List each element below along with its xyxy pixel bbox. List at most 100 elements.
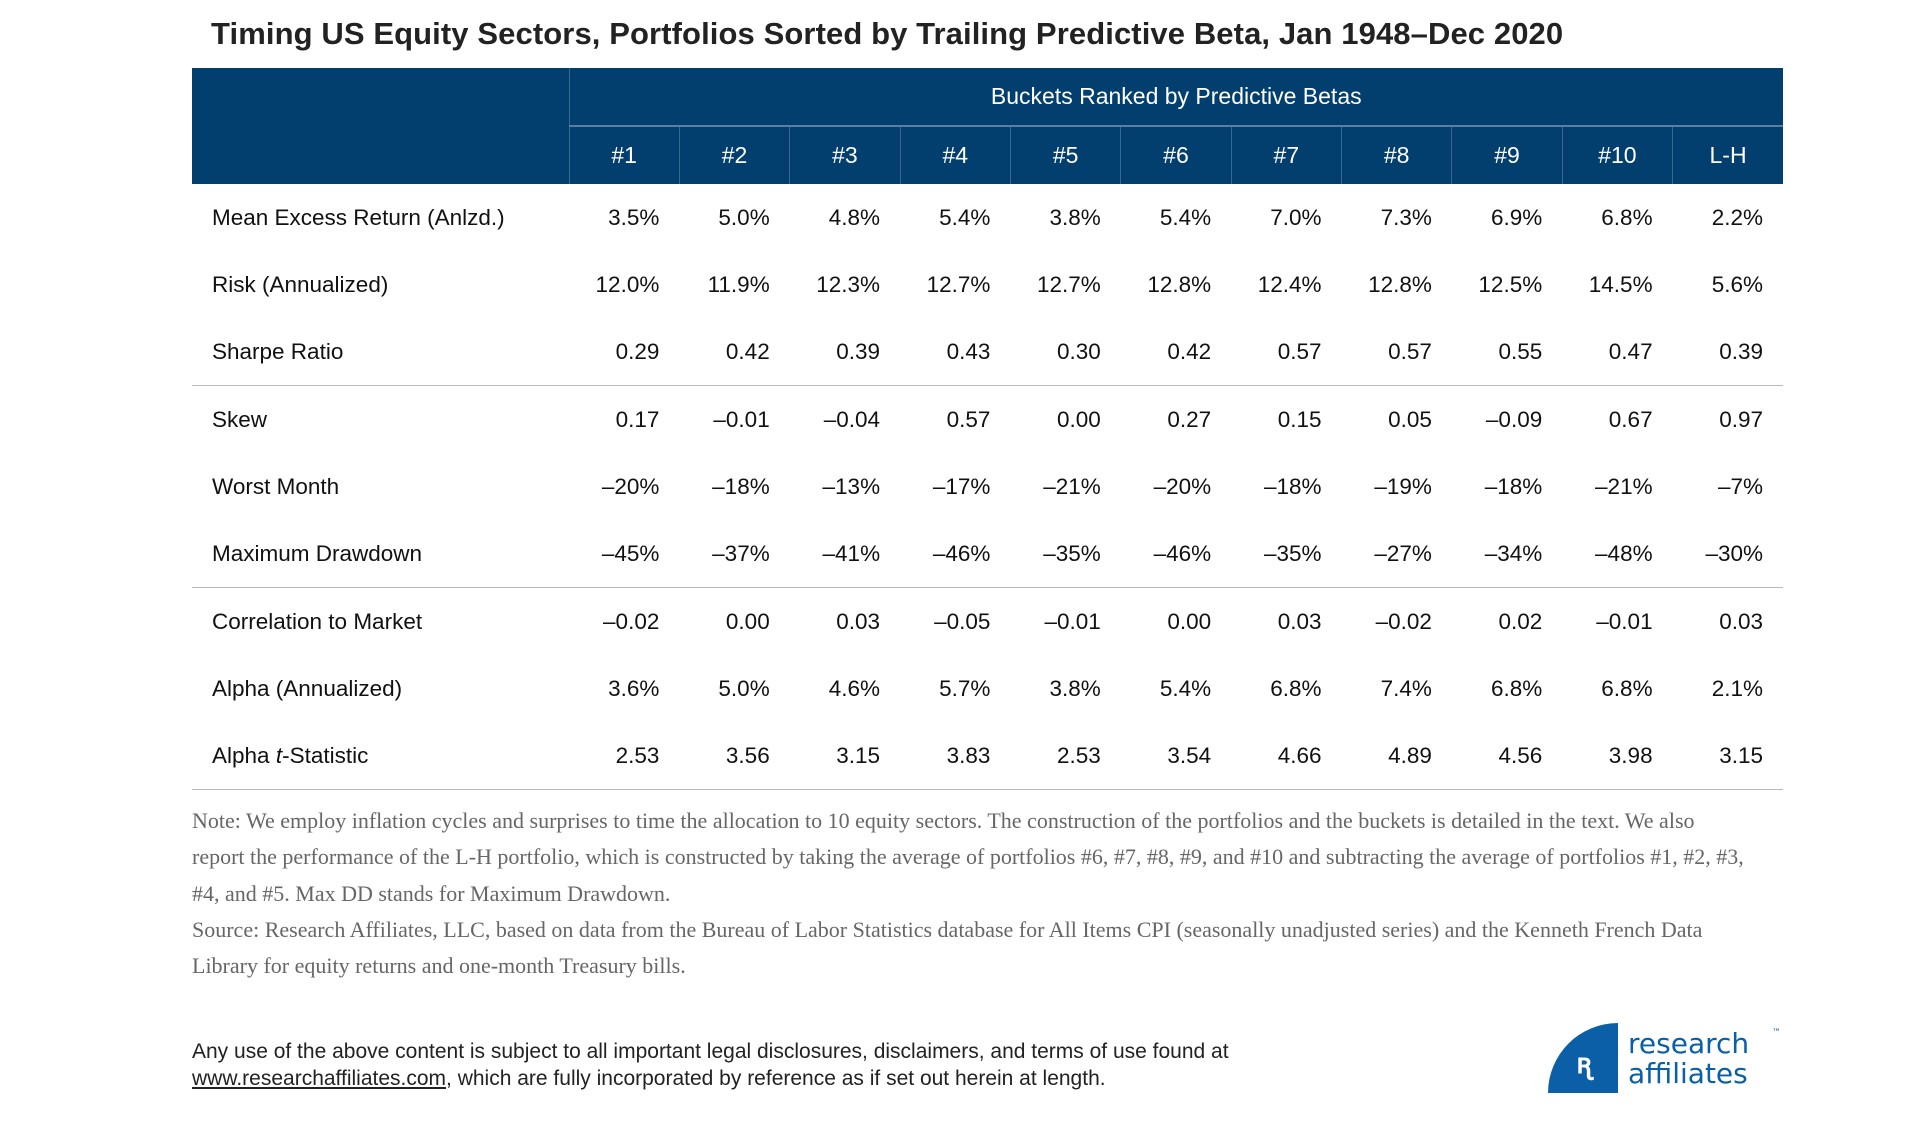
cell-value: 0.67 bbox=[1608, 406, 1653, 432]
cell-value: –18% bbox=[712, 473, 770, 499]
cell-value: –0.04 bbox=[823, 406, 881, 432]
cell-value: 0.55 bbox=[1451, 318, 1563, 386]
table-row: Correlation to Market –0.02 0.00 0.03 –0.05 –… bbox=[192, 588, 1783, 656]
cell-value: 5.0% bbox=[718, 675, 770, 701]
header-blank bbox=[192, 126, 569, 184]
cell-value: 2.1% bbox=[1711, 675, 1763, 701]
cell-value: –20% bbox=[601, 473, 660, 499]
column-header: #5 bbox=[1009, 126, 1121, 184]
table-note: Note: We employ inflation cycles and sur… bbox=[192, 803, 1752, 984]
column-header: #7 bbox=[1230, 126, 1342, 184]
footer-line1: Any use of the above content is subject … bbox=[192, 1040, 1229, 1063]
table-row: Alpha t-Statistic 2.53 3.56 3.15 3.83 2.53 3.5… bbox=[192, 722, 1783, 790]
column-header: #8 bbox=[1341, 126, 1452, 184]
research-affiliates-logo: ꭆ research affiliates ™ bbox=[1548, 1021, 1788, 1093]
logo-tm: ™ bbox=[1772, 1028, 1781, 1038]
column-header: #3 bbox=[789, 126, 901, 184]
column-header: #9 bbox=[1451, 126, 1563, 184]
cell-value: 0.42 bbox=[679, 318, 790, 386]
cell-value: –41% bbox=[789, 520, 901, 588]
row-label: Risk (Annualized) bbox=[212, 271, 389, 297]
table-row: Maximum Drawdown –45% –37% –41% –46% –35% –46%… bbox=[192, 520, 1783, 588]
cell-value: 6.8% bbox=[1601, 204, 1653, 230]
table-row: Alpha (Annualized) 3.6% 5.0% 4.6% 5.7% 3.8% 5.… bbox=[192, 655, 1783, 722]
cell-value: 2.53 bbox=[1010, 722, 1121, 790]
legal-footer: Any use of the above content is subject … bbox=[192, 1038, 1229, 1092]
cell-value: 0.29 bbox=[569, 318, 680, 386]
cell-value: 3.8% bbox=[1049, 204, 1101, 230]
cell-value: 0.00 bbox=[1057, 406, 1101, 432]
cell-value: 6.9% bbox=[1490, 204, 1543, 230]
cell-value: 12.0% bbox=[595, 271, 660, 297]
note-text: Note: We employ inflation cycles and sur… bbox=[192, 808, 1744, 906]
cell-value: 4.66 bbox=[1231, 722, 1342, 790]
cell-value: 0.43 bbox=[900, 318, 1011, 386]
cell-value: –46% bbox=[1120, 520, 1232, 588]
cell-value: –35% bbox=[1231, 520, 1342, 588]
table-row: Sharpe Ratio 0.29 0.42 0.39 0.43 0.30 0.42 0.57… bbox=[192, 318, 1783, 386]
cell-value: –0.02 bbox=[1375, 608, 1432, 634]
cell-value: 4.56 bbox=[1451, 722, 1563, 790]
cell-value: 6.8% bbox=[1270, 675, 1322, 701]
cell-value: –48% bbox=[1562, 520, 1673, 588]
cell-value: 0.30 bbox=[1010, 318, 1121, 386]
group-header: Buckets Ranked by Predictive Betas bbox=[568, 68, 1783, 127]
row-label-part: t bbox=[275, 742, 283, 768]
logo-text-affiliates: affiliates bbox=[1628, 1057, 1748, 1090]
cell-value: 7.3% bbox=[1380, 204, 1432, 230]
cell-value: –20% bbox=[1153, 473, 1212, 499]
cell-value: 3.8% bbox=[1049, 675, 1101, 701]
cell-value: –19% bbox=[1374, 473, 1432, 499]
cell-value: –18% bbox=[1484, 473, 1543, 499]
header-blank bbox=[192, 68, 569, 126]
row-label: Alpha t-Statistic bbox=[192, 722, 569, 790]
row-label-part: Alpha bbox=[212, 742, 276, 768]
cell-value: 12.3% bbox=[816, 271, 881, 297]
cell-value: 3.83 bbox=[900, 722, 1011, 790]
row-label: Mean Excess Return (Anlzd.) bbox=[212, 204, 505, 230]
cell-value: –13% bbox=[822, 473, 881, 499]
cell-value: –46% bbox=[900, 520, 1011, 588]
cell-value: 12.7% bbox=[926, 271, 991, 297]
cell-value: –0.01 bbox=[1044, 608, 1101, 634]
cell-value: –7% bbox=[1717, 473, 1763, 499]
cell-value: –17% bbox=[932, 473, 991, 499]
column-header: #1 bbox=[568, 126, 680, 184]
column-header: #2 bbox=[678, 126, 790, 184]
cell-value: 0.03 bbox=[1277, 608, 1322, 634]
cell-value: 2.53 bbox=[569, 722, 680, 790]
cell-value: –37% bbox=[679, 520, 790, 588]
cell-value: 0.47 bbox=[1562, 318, 1673, 386]
cell-value: 3.98 bbox=[1562, 722, 1673, 790]
cell-value: –0.05 bbox=[934, 608, 991, 634]
cell-value: 7.0% bbox=[1270, 204, 1322, 230]
cell-value: 0.00 bbox=[725, 608, 770, 634]
row-label: Correlation to Market bbox=[212, 608, 423, 634]
cell-value: 0.42 bbox=[1120, 318, 1232, 386]
cell-value: 6.8% bbox=[1490, 675, 1543, 701]
cell-value: 0.03 bbox=[836, 608, 881, 634]
row-label: Sharpe Ratio bbox=[192, 318, 569, 386]
footer-line2: , which are fully incorporated by refere… bbox=[446, 1067, 1106, 1090]
cell-value: –0.02 bbox=[603, 608, 660, 634]
cell-value: 0.97 bbox=[1719, 406, 1763, 432]
website-link[interactable]: www.researchaffiliates.com bbox=[192, 1067, 447, 1090]
row-label: Skew bbox=[212, 406, 268, 432]
cell-value: 0.39 bbox=[1672, 318, 1783, 386]
logo-text-research: research bbox=[1628, 1027, 1749, 1060]
logo-mark-icon: ꭆ bbox=[1576, 1048, 1594, 1081]
cell-value: 5.4% bbox=[1159, 675, 1212, 701]
cell-value: 3.56 bbox=[679, 722, 790, 790]
cell-value: 12.4% bbox=[1257, 271, 1322, 297]
cell-value: 0.00 bbox=[1167, 608, 1212, 634]
source-text: Source: Research Affiliates, LLC, based … bbox=[192, 916, 1703, 979]
cell-value: 14.5% bbox=[1588, 271, 1653, 297]
cell-value: –18% bbox=[1263, 473, 1322, 499]
column-header: #4 bbox=[899, 126, 1011, 184]
cell-value: 0.57 bbox=[1341, 318, 1452, 386]
cell-value: –34% bbox=[1451, 520, 1563, 588]
row-label: Worst Month bbox=[212, 473, 340, 499]
cell-value: 12.8% bbox=[1368, 271, 1432, 297]
cell-value: 3.54 bbox=[1120, 722, 1232, 790]
cell-value: 5.7% bbox=[939, 675, 991, 701]
